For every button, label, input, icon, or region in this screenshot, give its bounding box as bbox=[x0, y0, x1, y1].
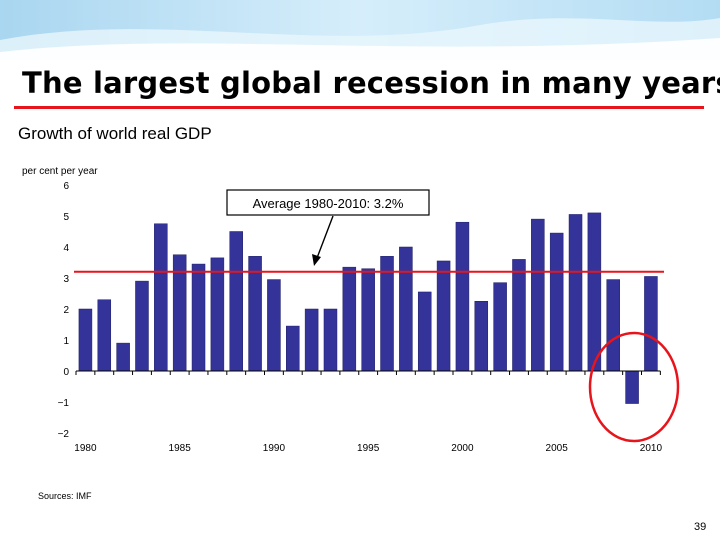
bar-2010 bbox=[644, 276, 658, 372]
x-tick-label: 2005 bbox=[546, 443, 569, 454]
bar-1998 bbox=[417, 291, 432, 372]
y-tick-label: 1 bbox=[63, 336, 69, 347]
x-tick-label: 1985 bbox=[169, 443, 192, 454]
page-title: The largest global recession in many yea… bbox=[22, 66, 720, 100]
x-tick-label: 2000 bbox=[451, 443, 474, 454]
y-tick-label: 3 bbox=[63, 274, 69, 285]
bar-1987 bbox=[210, 257, 225, 372]
bar-1999 bbox=[436, 260, 451, 372]
bar-2001 bbox=[474, 301, 489, 372]
y-tick-label: 6 bbox=[63, 181, 69, 192]
bar-1986 bbox=[191, 263, 206, 372]
bar-1990 bbox=[267, 279, 281, 372]
bar-2005 bbox=[549, 232, 564, 372]
bar-1989 bbox=[248, 256, 262, 372]
y-axis-label: per cent per year bbox=[22, 166, 98, 177]
bar-2003 bbox=[512, 259, 526, 372]
chart-subtitle: Growth of world real GDP bbox=[18, 124, 212, 143]
bar-1980 bbox=[78, 308, 93, 372]
y-tick-label: 0 bbox=[63, 367, 69, 378]
y-tick-label: 5 bbox=[63, 212, 69, 223]
bar-1984 bbox=[154, 223, 168, 372]
bar-2004 bbox=[531, 218, 545, 372]
bar-1988 bbox=[229, 231, 243, 372]
recession-highlight-circle bbox=[588, 331, 680, 443]
average-annotation: Average 1980-2010: 3.2% bbox=[253, 196, 404, 211]
bar-2002 bbox=[493, 282, 507, 372]
bar-1981 bbox=[97, 299, 112, 372]
page-number: 39 bbox=[694, 521, 707, 533]
bar-1995 bbox=[361, 268, 375, 372]
bar-1996 bbox=[380, 256, 394, 372]
y-tick-label: 2 bbox=[63, 305, 69, 316]
bar-1983 bbox=[135, 280, 149, 372]
annotation-arrowhead bbox=[312, 254, 321, 266]
bar-2006 bbox=[568, 214, 583, 372]
title-divider bbox=[14, 106, 704, 109]
annotation-arrow bbox=[316, 215, 334, 259]
bar-1997 bbox=[399, 246, 413, 372]
x-tick-label: 1990 bbox=[263, 443, 286, 454]
x-tick-label: 1995 bbox=[357, 443, 380, 454]
y-tick-label: 4 bbox=[63, 243, 69, 254]
bar-1982 bbox=[116, 342, 130, 372]
bar-1994 bbox=[342, 266, 357, 372]
bar-1991 bbox=[286, 325, 300, 372]
average-annotation-box bbox=[226, 189, 430, 216]
x-tick-label: 1980 bbox=[74, 443, 97, 454]
header-banner bbox=[0, 0, 720, 60]
bar-1993 bbox=[323, 308, 338, 372]
y-tick-label: −2 bbox=[58, 429, 70, 440]
x-tick-label: 2010 bbox=[640, 443, 663, 454]
bar-2009 bbox=[625, 370, 639, 404]
sources-note: Sources: IMF bbox=[38, 491, 92, 501]
bar-2007 bbox=[587, 212, 602, 372]
y-tick-label: −1 bbox=[58, 398, 70, 409]
bar-2008 bbox=[606, 279, 620, 372]
bar-1992 bbox=[304, 308, 319, 372]
bar-2000 bbox=[455, 221, 470, 372]
